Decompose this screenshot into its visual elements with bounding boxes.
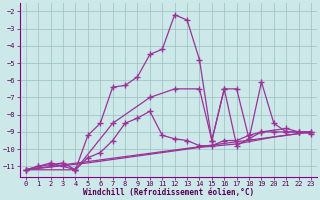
X-axis label: Windchill (Refroidissement éolien,°C): Windchill (Refroidissement éolien,°C) [83, 188, 254, 197]
